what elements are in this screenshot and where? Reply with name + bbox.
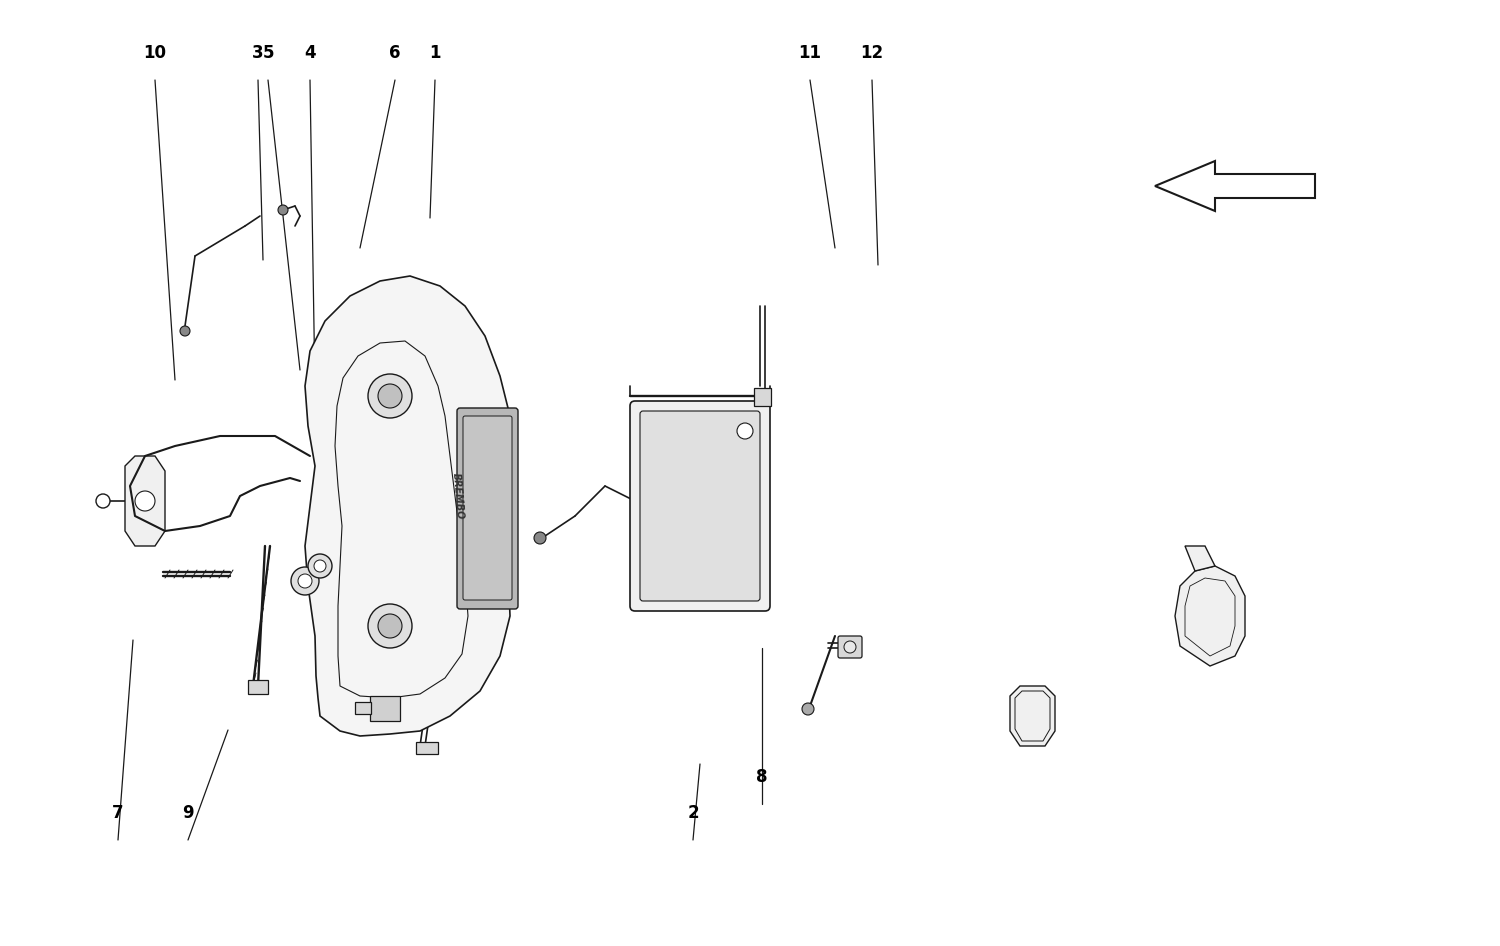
Circle shape xyxy=(180,326,190,336)
Circle shape xyxy=(844,641,856,653)
Circle shape xyxy=(378,384,402,408)
FancyBboxPatch shape xyxy=(458,408,518,609)
Circle shape xyxy=(96,494,109,508)
Polygon shape xyxy=(1155,161,1316,211)
Text: BREMBO: BREMBO xyxy=(452,472,465,519)
Circle shape xyxy=(534,532,546,544)
Text: 6: 6 xyxy=(390,44,400,62)
Bar xyxy=(754,388,771,406)
Circle shape xyxy=(291,567,320,595)
Text: 2: 2 xyxy=(687,804,699,822)
Bar xyxy=(248,680,268,694)
Text: 12: 12 xyxy=(861,44,883,62)
Polygon shape xyxy=(1174,566,1245,666)
Text: 8: 8 xyxy=(756,768,768,786)
Circle shape xyxy=(368,604,413,648)
Circle shape xyxy=(278,205,288,215)
Circle shape xyxy=(736,423,753,439)
FancyBboxPatch shape xyxy=(640,411,760,601)
Polygon shape xyxy=(124,456,165,546)
Text: 1: 1 xyxy=(429,44,441,62)
Bar xyxy=(370,696,400,721)
FancyBboxPatch shape xyxy=(464,416,512,600)
Polygon shape xyxy=(304,276,514,736)
Circle shape xyxy=(308,554,332,578)
Circle shape xyxy=(135,491,154,511)
Polygon shape xyxy=(1010,686,1054,746)
Text: 4: 4 xyxy=(304,44,316,62)
Circle shape xyxy=(368,374,413,418)
Circle shape xyxy=(378,614,402,638)
Text: 7: 7 xyxy=(112,804,125,822)
Circle shape xyxy=(298,574,312,588)
FancyBboxPatch shape xyxy=(839,636,862,658)
Text: 10: 10 xyxy=(144,44,166,62)
Text: 3: 3 xyxy=(252,44,264,62)
Circle shape xyxy=(802,703,814,715)
Polygon shape xyxy=(1185,546,1215,571)
Text: 11: 11 xyxy=(798,44,822,62)
Bar xyxy=(416,742,438,754)
FancyBboxPatch shape xyxy=(630,401,770,611)
Text: 9: 9 xyxy=(182,804,194,822)
Circle shape xyxy=(314,560,326,572)
Text: 5: 5 xyxy=(262,44,273,62)
Bar xyxy=(356,702,370,714)
